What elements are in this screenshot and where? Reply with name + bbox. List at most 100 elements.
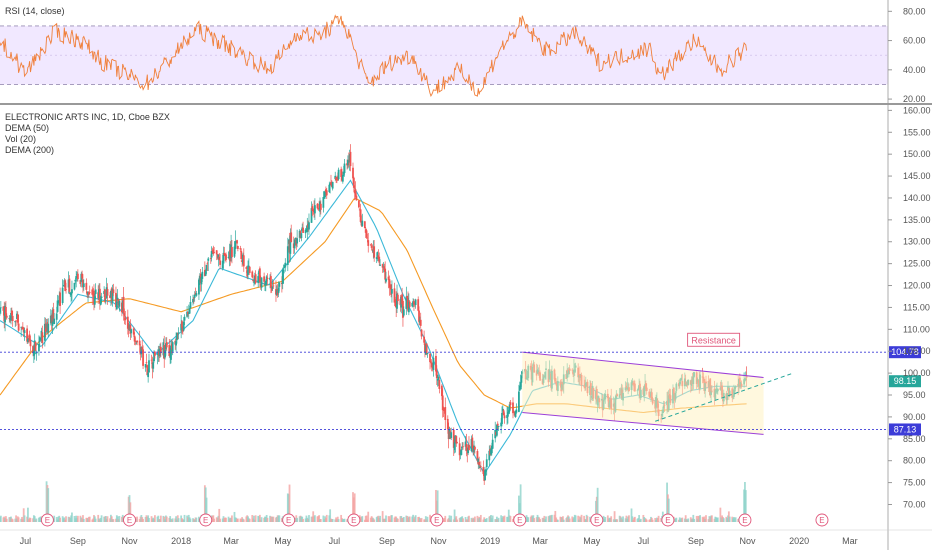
volume-bar [491, 515, 494, 522]
candle-body [419, 319, 422, 326]
candle-body [306, 226, 309, 232]
volume-bar [577, 515, 580, 522]
volume-bar [47, 488, 50, 522]
candle-body [458, 443, 461, 456]
candle-body [484, 470, 486, 481]
candle-body [300, 233, 303, 239]
candle-body [156, 353, 159, 355]
candle-body [450, 432, 453, 438]
candle-body [311, 206, 314, 211]
candle-body [29, 340, 32, 347]
candle-body [485, 469, 487, 472]
candle-body [192, 298, 194, 303]
candle-body [71, 289, 73, 294]
time-tick-label: Sep [379, 536, 395, 546]
time-tick-label: May [583, 536, 601, 546]
candle-body [123, 313, 126, 317]
candle-body [118, 300, 121, 307]
candle-body [28, 334, 31, 341]
volume-bar [39, 516, 42, 522]
volume-bar [692, 514, 695, 522]
volume-bar [171, 518, 174, 522]
candle-body [0, 308, 1, 313]
candle-body [175, 341, 177, 346]
candle-body [15, 320, 17, 322]
volume-bar [556, 519, 559, 522]
candle-body [43, 323, 46, 341]
price-tick-label: 70.00 [903, 499, 926, 509]
time-tick-label: 2020 [789, 536, 809, 546]
volume-bar [242, 519, 245, 522]
candle-body [277, 287, 280, 294]
candle-body [314, 205, 316, 214]
volume-bar [319, 519, 322, 522]
volume-bar [253, 515, 255, 522]
price-tick-label: 155.00 [903, 127, 931, 137]
candle-body [242, 255, 245, 267]
volume-bar [628, 515, 630, 522]
volume-bar [391, 515, 393, 522]
volume-bar [112, 519, 115, 522]
volume-bar [630, 508, 633, 522]
earnings-marker-label: E [665, 516, 670, 525]
candle-body [209, 258, 212, 259]
candle-body [257, 276, 260, 284]
candle-body [446, 418, 449, 430]
volume-bar [266, 517, 269, 522]
candle-body [141, 347, 144, 350]
volume-bar [633, 516, 636, 522]
candle-body [414, 299, 417, 306]
level-badge [889, 423, 921, 436]
candle-body [435, 355, 437, 372]
volume-bar [554, 510, 557, 522]
volume-bar [699, 515, 701, 522]
volume-bar [314, 515, 316, 522]
volume-bar [225, 517, 227, 522]
volume-bar [613, 511, 616, 522]
volume-bar [65, 516, 67, 522]
candle-body [134, 340, 137, 342]
candle-body [420, 329, 423, 337]
candle-body [343, 163, 346, 174]
volume-bar [412, 514, 415, 522]
volume-bar [539, 519, 541, 522]
volume-bar [353, 493, 356, 522]
volume-bar [479, 514, 482, 522]
candle-body [462, 446, 464, 448]
time-tick-label: Mar [532, 536, 548, 546]
candle-body [138, 340, 141, 346]
candle-body [204, 271, 207, 276]
volume-bar [657, 515, 660, 522]
volume-bar [343, 518, 346, 522]
volume-bar [408, 516, 411, 522]
volume-bar [667, 498, 670, 522]
price-tick-label: 90.00 [903, 412, 926, 422]
volume-bar [154, 515, 156, 522]
volume-bar [527, 517, 530, 522]
time-tick-label: 2018 [171, 536, 191, 546]
volume-bar [367, 511, 370, 522]
earnings-marker [347, 513, 361, 527]
volume-bar [424, 516, 427, 522]
candle-body [210, 251, 213, 258]
level-label: 104.78 [891, 347, 919, 357]
candle-body [115, 301, 118, 310]
volume-bar [716, 517, 719, 522]
price-legend: ELECTRONIC ARTS INC, 1D, Cboe BZX DEMA (… [5, 112, 170, 156]
candle-body [284, 262, 287, 268]
volume-bar [426, 516, 429, 522]
candle-body [195, 293, 198, 296]
candle-body [225, 254, 227, 260]
earnings-marker [40, 513, 54, 527]
candle-body [193, 294, 196, 298]
volume-bar [675, 517, 678, 522]
candle-body [236, 240, 238, 244]
candle-body [319, 203, 322, 210]
candle-body [104, 300, 107, 301]
candle-body [361, 220, 364, 226]
candle-body [413, 301, 415, 305]
candle-body [352, 177, 355, 188]
volume-bar [233, 511, 236, 522]
price-tick-label: 80.00 [903, 456, 926, 466]
